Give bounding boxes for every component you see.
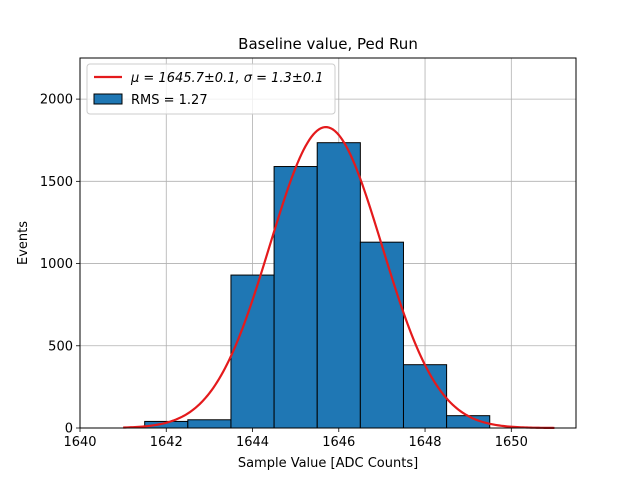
x-tick-label: 1650 — [495, 435, 528, 450]
histogram-bar — [316, 142, 361, 429]
legend: μ = 1645.7±0.1, σ = 1.3±0.1 RMS = 1.27 — [86, 63, 336, 115]
y-tick-label: 1000 — [40, 257, 73, 272]
x-tick-label: 1648 — [408, 435, 441, 450]
y-axis-ticks: 0 500 1000 1500 2000 — [40, 93, 80, 437]
gaussian-fit-line — [123, 125, 555, 430]
y-tick-label: 2000 — [40, 93, 73, 108]
histogram-bar — [273, 166, 318, 429]
x-tick-label: 1640 — [63, 435, 96, 450]
legend-fit-mu: μ = 1645.7±0.1, — [130, 71, 244, 86]
y-tick-label: 1500 — [40, 175, 73, 190]
x-axis-label: Sample Value [ADC Counts] — [238, 456, 418, 471]
histogram-bar — [359, 241, 404, 429]
chart-title: Baseline value, Ped Run — [238, 35, 418, 53]
y-tick-label: 500 — [48, 339, 73, 354]
x-tick-label: 1646 — [322, 435, 355, 450]
legend-fit-label: μ = 1645.7±0.1, σ = 1.3±0.1 — [130, 71, 323, 86]
histogram-bar — [402, 364, 448, 429]
y-tick-label: 0 — [65, 422, 73, 437]
legend-box — [86, 63, 336, 115]
histogram-bar — [187, 419, 232, 429]
plot-frame — [79, 57, 577, 429]
legend-histogram-label: RMS = 1.27 — [131, 93, 208, 108]
y-axis-label: Events — [16, 221, 31, 265]
x-tick-label: 1642 — [150, 435, 183, 450]
x-tick-label: 1644 — [236, 435, 269, 450]
x-axis-ticks: 1640 1642 1644 1646 1648 1650 — [63, 428, 528, 450]
legend-histogram-swatch — [93, 93, 123, 105]
legend-fit-sigma: σ = 1.3±0.1 — [244, 71, 324, 86]
fit-curve-group — [123, 125, 555, 430]
